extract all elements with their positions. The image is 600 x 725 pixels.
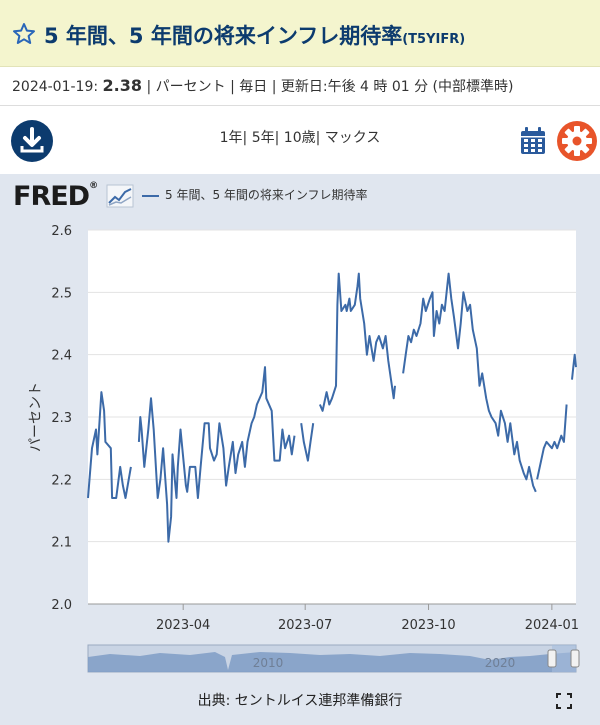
download-button[interactable] bbox=[11, 120, 53, 162]
page-title: 5 年間、5 年間の将来インフレ期待率(T5YIFR) bbox=[44, 20, 465, 50]
series-line-segment bbox=[137, 366, 296, 543]
fred-chart-icon bbox=[106, 184, 134, 208]
y-tick-label: 2.2 bbox=[51, 473, 72, 488]
observation-meta: 2024-01-19: 2.38 | パーセント | 毎日 | 更新日:午後 4… bbox=[12, 76, 513, 96]
chart-legend: 5 年間、5 年間の将来インフレ期待率 bbox=[142, 186, 368, 203]
series-line-segment bbox=[571, 353, 577, 380]
y-tick-label: 2.6 bbox=[51, 224, 72, 239]
series-line-segment bbox=[300, 423, 315, 462]
series-code: (T5YIFR) bbox=[402, 32, 466, 47]
star-icon[interactable] bbox=[12, 22, 36, 46]
toolbar-divider bbox=[0, 105, 600, 106]
range-selector: 1年| 5年| 10歳| マックス bbox=[219, 130, 381, 146]
gear-icon[interactable] bbox=[556, 120, 598, 162]
y-tick-label: 2.4 bbox=[51, 349, 72, 364]
registered-mark: ® bbox=[89, 181, 98, 191]
navigator-label-2020: 2020 bbox=[485, 656, 516, 670]
fullscreen-icon[interactable] bbox=[556, 693, 572, 709]
meta-date: 2024-01-19: bbox=[12, 79, 99, 95]
x-tick-label: 2023-10 bbox=[401, 618, 455, 633]
range-10y[interactable]: 10歳 bbox=[283, 130, 316, 146]
x-tick-label: 2023-07 bbox=[278, 618, 332, 633]
y-tick-label: 2.0 bbox=[51, 598, 72, 613]
fred-logo-text: FRED bbox=[13, 181, 90, 212]
source-credit: 出典: セントルイス連邦準備銀行 bbox=[197, 693, 403, 709]
navigator-label-2010: 2010 bbox=[253, 656, 284, 670]
range-max[interactable]: マックス bbox=[324, 130, 381, 146]
title-bar: 5 年間、5 年間の将来インフレ期待率(T5YIFR) bbox=[0, 0, 600, 67]
y-tick-label: 2.1 bbox=[51, 536, 72, 551]
x-tick-label: 2023-04 bbox=[156, 618, 210, 633]
range-1y[interactable]: 1年 bbox=[219, 130, 243, 146]
y-tick-label: 2.3 bbox=[51, 411, 72, 426]
navigator-handle-right[interactable] bbox=[570, 649, 580, 668]
download-icon bbox=[20, 127, 44, 153]
series-line-segment bbox=[536, 404, 568, 480]
navigator-handle-left[interactable] bbox=[547, 649, 557, 668]
series-line-segment bbox=[402, 272, 537, 493]
series-line-segment bbox=[87, 391, 132, 499]
legend-label: 5 年間、5 年間の将来インフレ期待率 bbox=[165, 188, 368, 202]
legend-swatch bbox=[142, 194, 159, 197]
y-axis-label: パーセント bbox=[28, 382, 44, 452]
line-chart: 2.0 2.1 2.2 2.3 2.4 2.5 2.6 2023-04 2023-07 2023… bbox=[28, 224, 580, 673]
series-title: 5 年間、5 年間の将来インフレ期待率 bbox=[44, 24, 403, 48]
series-line-segment bbox=[318, 272, 396, 412]
range-5y[interactable]: 5年 bbox=[251, 130, 275, 146]
y-tick-label: 2.5 bbox=[51, 286, 72, 301]
meta-details: | パーセント | 毎日 | 更新日:午後 4 時 01 分 (中部標準時) bbox=[146, 79, 514, 95]
x-tick-label: 2024-01 bbox=[525, 618, 579, 633]
calendar-icon[interactable] bbox=[519, 126, 547, 156]
range-navigator[interactable]: 2010 2020 bbox=[87, 644, 580, 673]
navigator-history bbox=[88, 652, 576, 672]
meta-value: 2.38 bbox=[102, 76, 143, 95]
fred-logo: FRED® bbox=[13, 181, 98, 212]
